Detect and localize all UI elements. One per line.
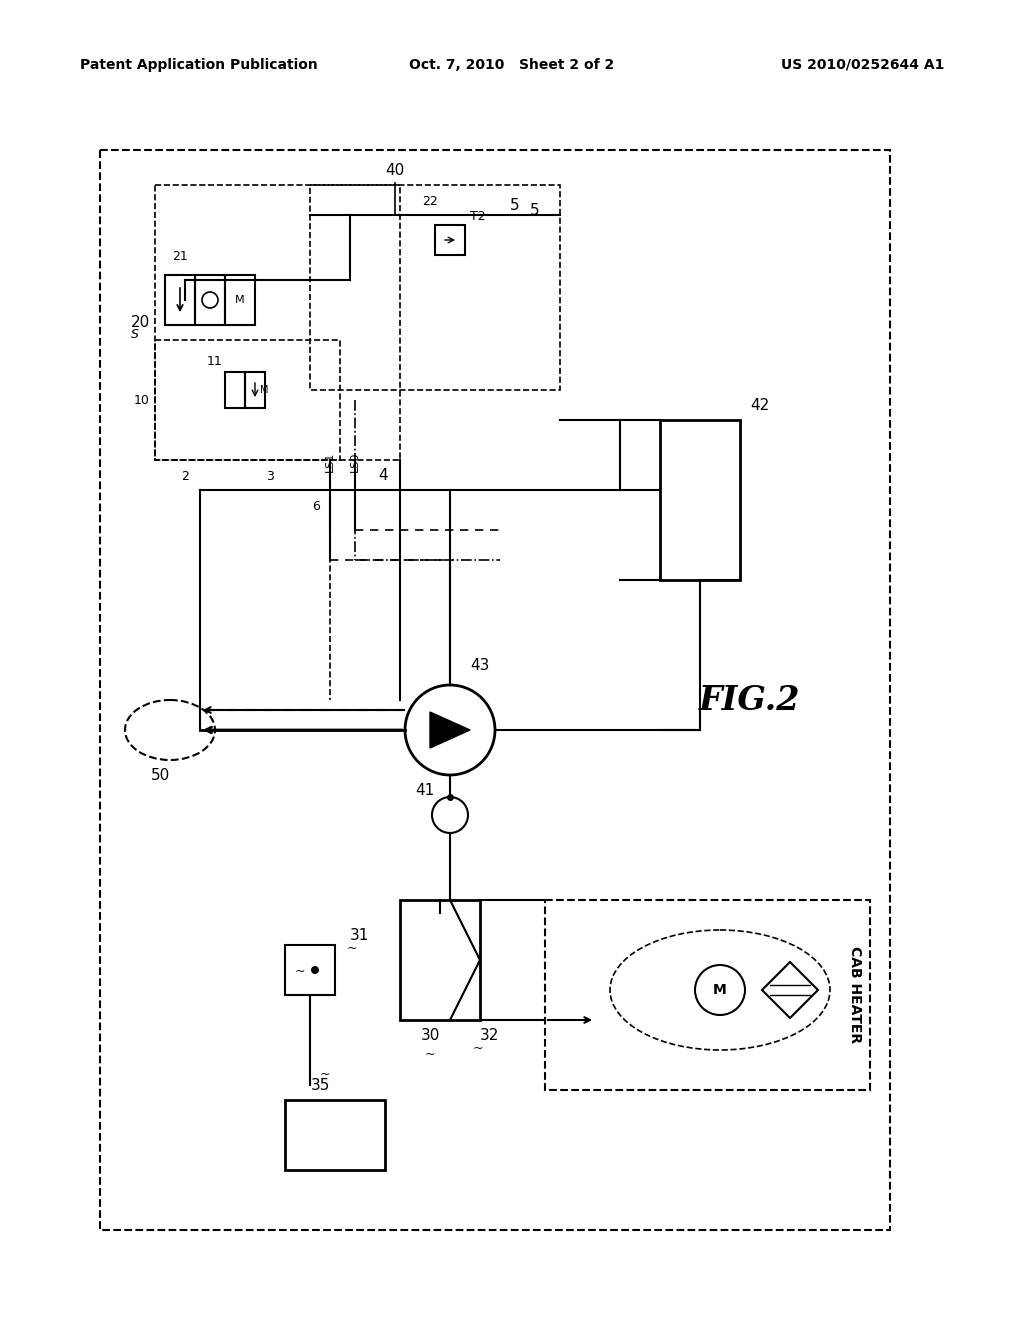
Text: 2: 2: [181, 470, 189, 483]
Text: 35: 35: [310, 1078, 330, 1093]
Text: 5: 5: [510, 198, 519, 213]
Text: LS0: LS0: [350, 451, 360, 473]
Bar: [435, 224, 465, 255]
Bar: [545, 900, 870, 1090]
Text: 21: 21: [172, 249, 187, 263]
Bar: [310, 185, 560, 389]
Text: Patent Application Publication: Patent Application Publication: [80, 58, 317, 73]
Text: 30: 30: [420, 1028, 439, 1043]
Text: 32: 32: [480, 1028, 500, 1043]
Text: 50: 50: [151, 768, 170, 783]
Text: ~: ~: [347, 942, 357, 954]
Bar: [155, 185, 400, 459]
Bar: [195, 275, 225, 325]
Text: Oct. 7, 2010   Sheet 2 of 2: Oct. 7, 2010 Sheet 2 of 2: [410, 58, 614, 73]
Text: ~: ~: [425, 1048, 435, 1061]
Text: 3: 3: [266, 470, 274, 483]
Polygon shape: [430, 711, 470, 748]
Text: LS1: LS1: [325, 451, 335, 473]
Text: M: M: [236, 294, 245, 305]
Bar: [285, 1100, 385, 1170]
Bar: [225, 372, 245, 408]
Text: 40: 40: [385, 162, 404, 178]
Text: CAB HEATER: CAB HEATER: [848, 946, 862, 1044]
Bar: [245, 372, 265, 408]
Bar: [100, 150, 890, 1230]
Text: 4: 4: [378, 469, 388, 483]
Text: 22: 22: [422, 195, 438, 209]
Text: ~: ~: [295, 965, 305, 978]
Circle shape: [311, 966, 319, 974]
Text: 43: 43: [470, 657, 489, 673]
Text: 31: 31: [350, 928, 370, 942]
Text: T2: T2: [470, 210, 485, 223]
Text: 11: 11: [207, 355, 223, 368]
Text: 5: 5: [530, 203, 540, 218]
Text: M: M: [713, 983, 727, 997]
Text: 20: 20: [131, 315, 150, 330]
Bar: [165, 275, 195, 325]
Bar: [285, 945, 335, 995]
Text: ~: ~: [319, 1068, 331, 1081]
Text: 42: 42: [750, 399, 769, 413]
Bar: [660, 420, 740, 579]
Text: 41: 41: [415, 783, 434, 799]
Bar: [225, 275, 255, 325]
Bar: [400, 900, 480, 1020]
Text: 6: 6: [312, 500, 319, 513]
Text: ~: ~: [473, 1041, 483, 1055]
Text: M: M: [260, 385, 268, 395]
Text: US 2010/0252644 A1: US 2010/0252644 A1: [780, 58, 944, 73]
Text: 10: 10: [134, 393, 150, 407]
Text: S: S: [131, 327, 139, 341]
Bar: [155, 341, 340, 459]
Text: FIG.2: FIG.2: [699, 684, 801, 717]
